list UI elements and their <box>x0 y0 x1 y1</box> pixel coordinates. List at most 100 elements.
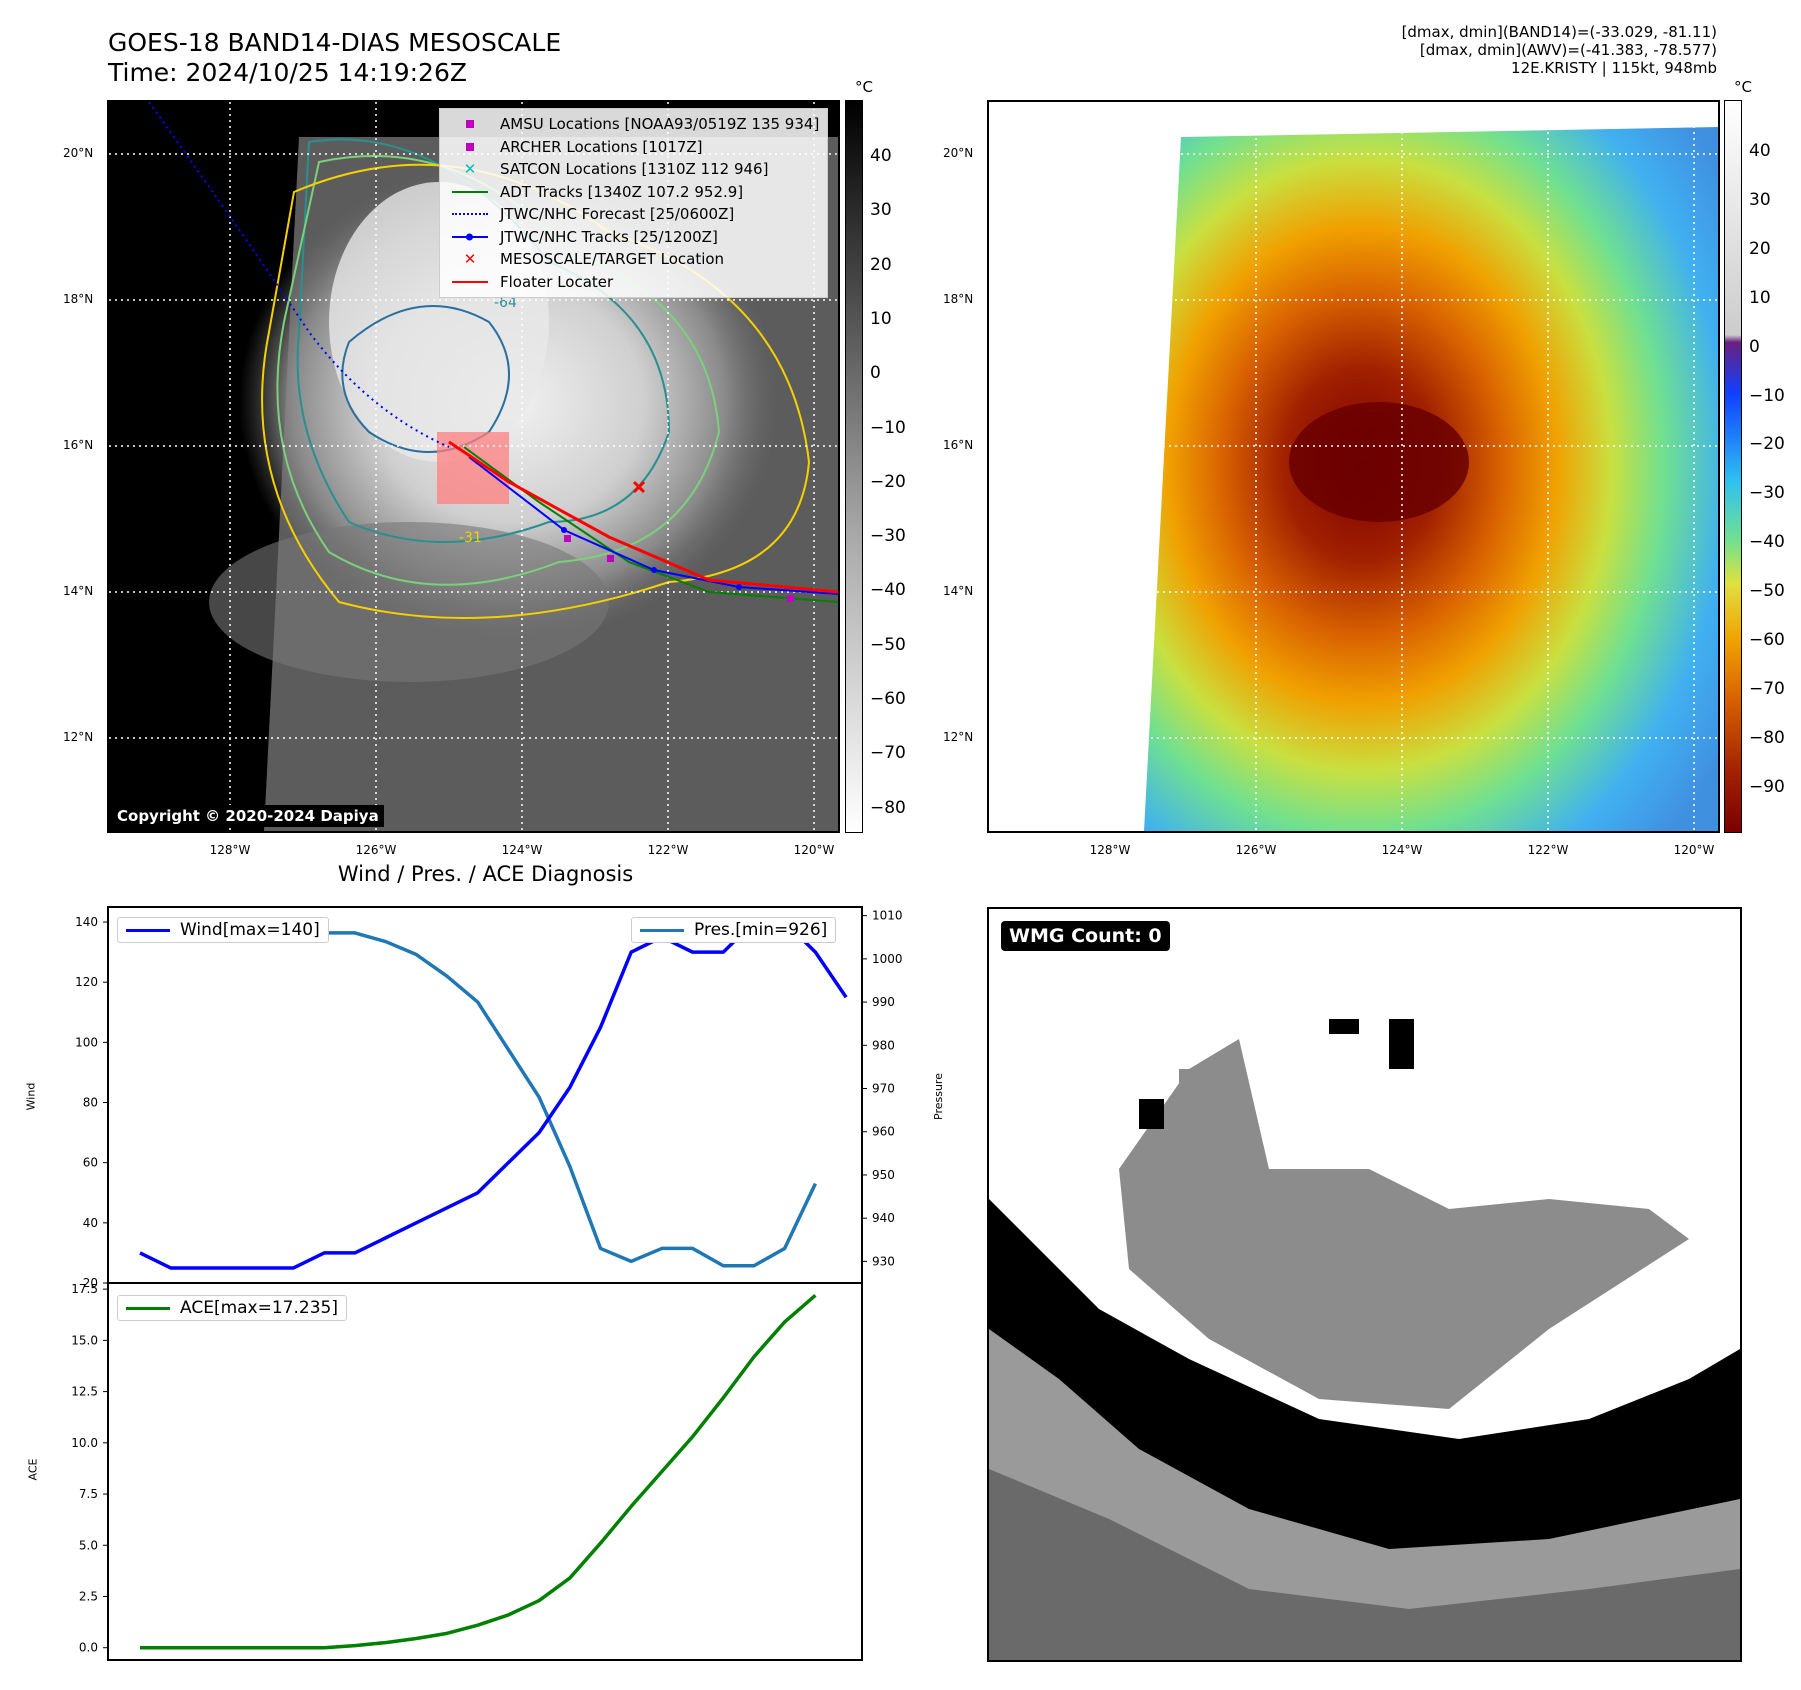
ace-legend-label: ACE[max=17.235] <box>180 1298 338 1318</box>
title-line-1: GOES-18 BAND14-DIAS MESOSCALE <box>108 28 562 57</box>
copyright-label: Copyright © 2020-2024 Dapiya <box>112 805 384 827</box>
colorbar-tick-label: 40 <box>870 146 892 166</box>
ace-tick-label: 15.0 <box>71 1333 98 1347</box>
info-line-1: [dmax, dmin](BAND14)=(-33.029, -81.11) <box>1401 23 1717 41</box>
ace-tick-label: 17.5 <box>71 1282 98 1296</box>
colorbar-tick-label: −60 <box>870 689 906 709</box>
wmg-dark-outer <box>989 1469 1740 1660</box>
colorbar-tick-label: −20 <box>1749 434 1785 455</box>
awv-map-svg <box>989 102 1718 831</box>
colorbar-tick-label: −50 <box>1749 581 1785 602</box>
wmg-count-badge: WMG Count: 0 <box>1001 921 1170 951</box>
lat-tick-label: 16°N <box>63 438 94 452</box>
diagnosis-title: Wind / Pres. / ACE Diagnosis <box>337 862 634 886</box>
pressure-tick-label: 970 <box>872 1082 895 1096</box>
color-colorbar <box>1724 100 1742 833</box>
title-line-2: Time: 2024/10/25 14:19:26Z <box>108 58 467 87</box>
lon-tick-label: 124°W <box>501 843 543 857</box>
square-icon <box>448 142 492 151</box>
wmg-panel: WMG Count: 0 <box>987 907 1742 1662</box>
lon-tick-label: 122°W <box>1527 843 1569 857</box>
legend-label: Floater Locater <box>500 272 614 291</box>
colorbar-tick-label: −80 <box>870 797 906 818</box>
colorbar-tick-label: 0 <box>870 363 881 384</box>
lon-tick-label: 126°W <box>355 843 397 857</box>
wind-tick-label: 20 <box>83 1276 98 1290</box>
wind-tick-label: 80 <box>83 1096 98 1110</box>
lon-tick-label: 126°W <box>1235 843 1277 857</box>
lat-tick-label: 16°N <box>943 438 974 452</box>
awv-gridlines <box>989 102 1718 831</box>
jtwc-track-points <box>561 527 742 590</box>
lat-tick-label: 18°N <box>943 292 974 306</box>
ace-line <box>140 1293 817 1650</box>
legend-item-tracks: JTWC/NHC Tracks [25/1200Z] <box>448 226 819 249</box>
info-line-3: 12E.KRISTY | 115kt, 948mb <box>1511 59 1717 77</box>
x-marker-icon: ✕ <box>463 250 477 269</box>
line-icon <box>448 190 492 193</box>
ace-tick-label: 5.0 <box>79 1538 98 1552</box>
lat-tick-label: 12°N <box>943 730 974 744</box>
legend-item-satcon: ✕ SATCON Locations [1310Z 112 946] <box>448 158 819 181</box>
pressure-tick-label: 940 <box>872 1211 895 1225</box>
lon-tick-label: 124°W <box>1381 843 1423 857</box>
dotted-line-icon <box>448 213 492 216</box>
lat-tick-label: 12°N <box>63 730 94 744</box>
legend-label: AMSU Locations [NOAA93/0519Z 135 934] <box>500 115 820 134</box>
colorbar-tick-label: −20 <box>870 471 906 492</box>
colorbar-tick-label: −50 <box>870 634 906 655</box>
contour-inner <box>341 305 510 453</box>
lat-tick-label: 20°N <box>943 146 974 160</box>
lat-tick-label: 14°N <box>63 584 94 598</box>
awv-map-panel <box>987 100 1720 833</box>
pressure-line <box>140 926 817 1268</box>
ace-tick-label: 7.5 <box>79 1487 98 1501</box>
legend-label: MESOSCALE/TARGET Location <box>500 250 725 269</box>
legend-label: JTWC/NHC Tracks [25/1200Z] <box>500 227 718 246</box>
colorbar-tick-label: 20 <box>870 254 892 275</box>
legend-item-archer: ARCHER Locations [1017Z] <box>448 136 819 159</box>
cloud-band-south <box>209 522 609 682</box>
colorbar-tick-label: −60 <box>1749 630 1785 650</box>
colorbar-tick-label: 20 <box>1749 238 1771 259</box>
pressure-tick-label: 990 <box>872 995 895 1009</box>
colorbar-tick-label: −70 <box>870 743 906 764</box>
lat-tick-label: 20°N <box>63 146 94 160</box>
wmg-black-patch <box>1139 1099 1164 1129</box>
ace-legend: ACE[max=17.235] <box>117 1295 347 1321</box>
wind-tick-label: 60 <box>83 1156 98 1170</box>
pressure-legend: Pres.[min=926] <box>631 917 837 943</box>
ir-map-panel: -64 -31 <box>107 100 840 833</box>
lon-tick-label: 120°W <box>1673 843 1715 857</box>
wind-legend: Wind[max=140] <box>117 917 329 943</box>
wind-tick-label: 100 <box>75 1035 98 1049</box>
legend-item-floater: Floater Locater <box>448 271 819 294</box>
ace-tick-label: 10.0 <box>71 1436 98 1450</box>
line-icon <box>126 928 170 932</box>
wmg-gray-core <box>1119 1039 1689 1409</box>
target-location <box>632 480 646 494</box>
legend-label: ARCHER Locations [1017Z] <box>500 137 703 156</box>
colorbar-tick-label: 10 <box>870 308 892 329</box>
lat-tick-label: 18°N <box>63 292 94 306</box>
colorbar-tick-label: 30 <box>1749 189 1771 210</box>
wind-pressure-axes <box>107 906 863 1284</box>
legend-label: ADT Tracks [1340Z 107.2 952.9] <box>500 182 744 201</box>
pressure-tick-label: 950 <box>872 1168 895 1182</box>
dot-line-icon <box>448 233 492 241</box>
colorbar-tick-label: 30 <box>870 200 892 221</box>
colorbar-tick-label: −30 <box>870 526 906 547</box>
line-icon <box>448 280 492 283</box>
info-line-2: [dmax, dmin](AWV)=(-41.383, -78.577) <box>1419 41 1717 59</box>
wmg-gray-block <box>1179 1069 1239 1129</box>
colorbar-tick-label: 40 <box>1749 141 1771 161</box>
wmg-black-patch <box>1329 1019 1359 1034</box>
colorbar-tick-label: −90 <box>1749 776 1785 797</box>
lon-tick-label: 128°W <box>1089 843 1131 857</box>
colorbar-tick-label: −40 <box>870 580 906 601</box>
wind-line <box>139 920 848 1270</box>
line-icon <box>126 1306 170 1310</box>
lon-tick-label: 120°W <box>793 843 835 857</box>
ace-tick-label: 0.0 <box>79 1641 98 1655</box>
diagnosis-chart: 20 40 60 80 100 120 140 930 940 950 960 970 980 990 10… <box>71 906 903 1661</box>
